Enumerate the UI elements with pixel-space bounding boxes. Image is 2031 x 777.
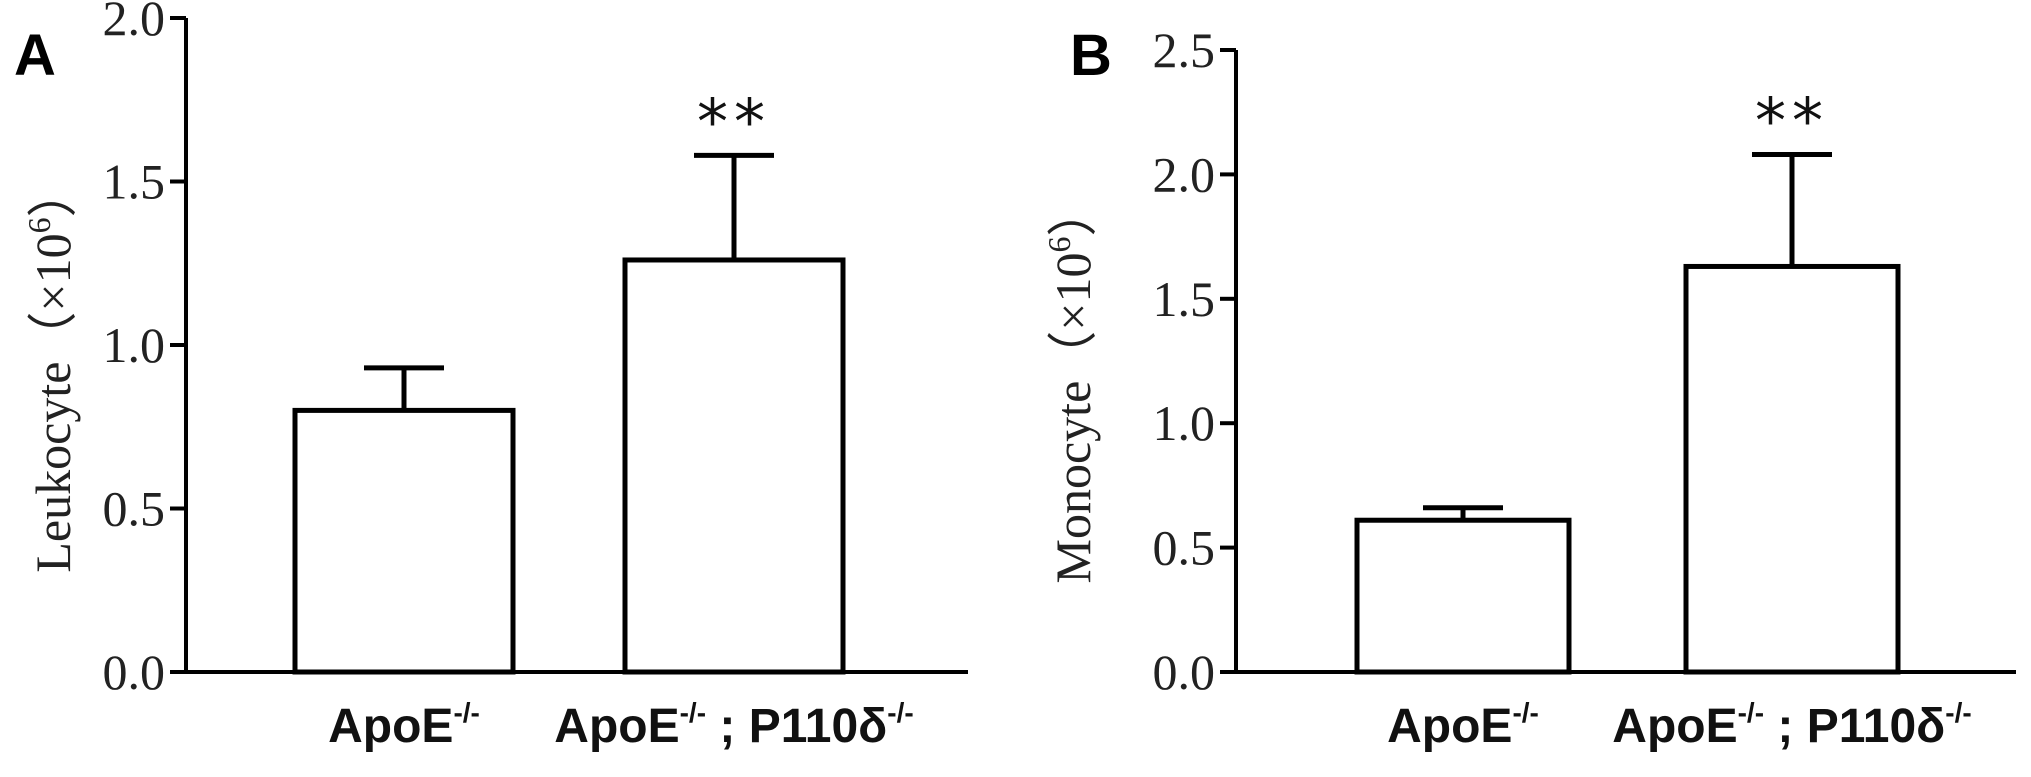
x-category-label-a-0: ApoE-/- xyxy=(328,697,480,753)
significance-mark-b-1: ** xyxy=(1755,84,1829,157)
x-category-labels-a: ApoE-/- ApoE-/- ; P110δ-/- xyxy=(328,697,914,753)
y-tick-label-a-4: 2.0 xyxy=(103,0,166,46)
bar-b-1 xyxy=(1683,263,1901,675)
panel-label-b: B xyxy=(1070,23,1112,88)
y-tick-label-b-2: 1.0 xyxy=(1153,395,1216,451)
y-axis-label-a-text: Leukocyte（×10 xyxy=(25,233,81,572)
panel-b: B 0.0 0.5 1.0 1.5 2.0 2.5 ** Monocyte（×106） A… xyxy=(1041,22,2016,753)
y-tick-label-a-0: 0.0 xyxy=(103,644,166,700)
panel-a: A 0.0 0.5 1.0 1.5 2.0 ** Leukocyte（×106） Apo… xyxy=(14,0,968,753)
y-ticks-a: 0.0 0.5 1.0 1.5 2.0 xyxy=(103,0,186,700)
panel-label-a: A xyxy=(14,23,56,88)
bars-a: ** xyxy=(292,85,846,675)
bar-a-1 xyxy=(622,257,846,675)
y-tick-label-b-1: 0.5 xyxy=(1153,520,1216,576)
y-axis-label-b-close: ） xyxy=(1045,187,1101,237)
x-category-label-a-1: ApoE-/- ; P110δ-/- xyxy=(554,697,913,753)
y-axis-label-a-close: ） xyxy=(25,167,81,217)
x-category-labels-b: ApoE-/- ApoE-/- ; P110δ-/- xyxy=(1387,697,1972,753)
y-tick-label-b-5: 2.5 xyxy=(1153,22,1216,78)
y-axis-label-b-sup: 6 xyxy=(1041,237,1077,253)
y-axis-label-b-text: Monocyte（×10 xyxy=(1045,253,1101,584)
y-ticks-b: 0.0 0.5 1.0 1.5 2.0 2.5 xyxy=(1153,22,1236,700)
y-tick-label-b-4: 2.0 xyxy=(1153,146,1216,202)
y-axis-label-a: Leukocyte（×106） xyxy=(21,167,81,572)
bar-a-0 xyxy=(292,407,516,675)
significance-mark-a-1: ** xyxy=(697,85,771,158)
bars-b: ** xyxy=(1354,84,1901,675)
y-tick-label-a-3: 1.5 xyxy=(103,154,166,210)
bar-b-0 xyxy=(1354,517,1572,675)
y-tick-label-b-3: 1.5 xyxy=(1153,271,1216,327)
y-axis-label-a-sup: 6 xyxy=(21,217,57,233)
x-category-label-b-1: ApoE-/- ; P110δ-/- xyxy=(1612,697,1971,753)
y-tick-label-a-1: 0.5 xyxy=(103,481,166,537)
x-category-label-b-0: ApoE-/- xyxy=(1387,697,1539,753)
y-tick-label-b-0: 0.0 xyxy=(1153,644,1216,700)
y-tick-label-a-2: 1.0 xyxy=(103,317,166,373)
y-axis-label-b: Monocyte（×106） xyxy=(1041,187,1101,584)
